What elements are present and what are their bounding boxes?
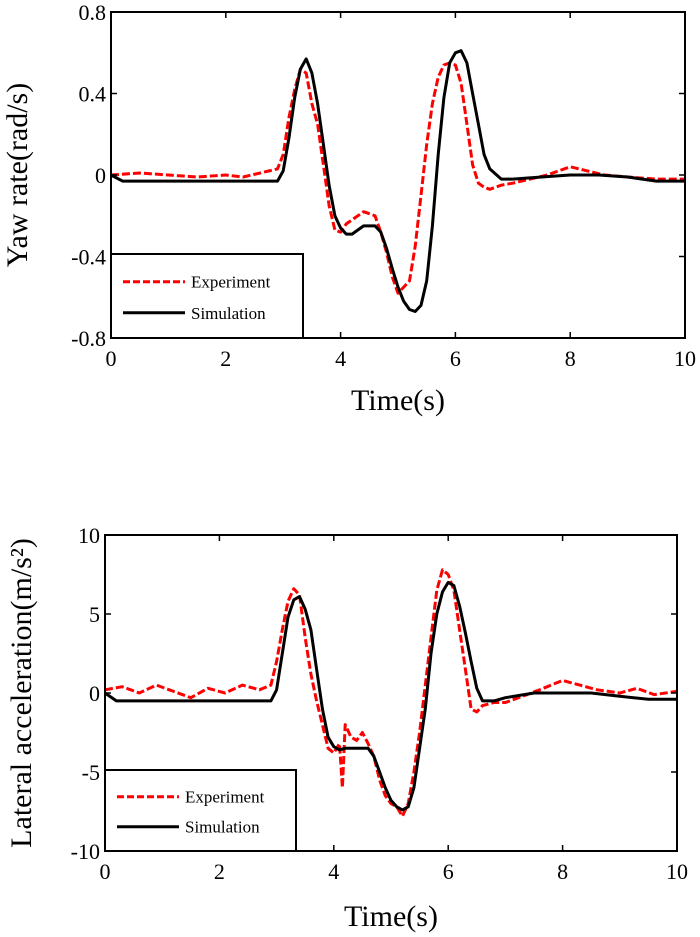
x-tick-label: 10 xyxy=(674,346,696,371)
yaw-rate-series-layer xyxy=(110,49,685,313)
legend-experiment-label: Experiment xyxy=(191,273,271,292)
x-tick-label: 6 xyxy=(443,859,454,884)
yaw-rate-series-experiment xyxy=(110,61,685,295)
lateral-acceleration-legend: Experiment Simulation xyxy=(104,769,297,852)
yaw-rate-series-simulation xyxy=(110,49,685,313)
y-tick-label: 0.8 xyxy=(79,0,107,25)
x-tick-label: 10 xyxy=(666,859,688,884)
x-tick-label: 4 xyxy=(328,859,339,884)
lateral-acceleration-series-simulation xyxy=(104,580,677,812)
lateral-acceleration-series-layer xyxy=(104,568,678,818)
legend-simulation-label: Simulation xyxy=(191,304,266,323)
y-tick-label: -0.8 xyxy=(71,326,106,351)
y-tick-label: 0 xyxy=(89,681,100,706)
yaw-rate-x-axis-title: Time(s) xyxy=(351,384,445,417)
y-tick-label: 5 xyxy=(89,602,100,627)
y-tick-label: 10 xyxy=(78,523,100,548)
legend-simulation-label: Simulation xyxy=(185,818,260,837)
yaw-rate-ticks: 0 2 4 6 8 10 0.8 0.4 0 -0.4 -0.8 xyxy=(71,0,696,371)
yaw-rate-plot: 0 2 4 6 8 10 0.8 0.4 0 -0.4 -0.8 Experiment Simula… xyxy=(1,0,696,417)
x-tick-label: 2 xyxy=(214,859,225,884)
legend-experiment-label: Experiment xyxy=(185,788,265,807)
y-tick-label: -0.4 xyxy=(71,245,106,270)
y-tick-label: 0 xyxy=(95,163,106,188)
legend-box xyxy=(104,769,297,852)
lateral-acceleration-y-axis-title: Lateral acceleration(m/s²) xyxy=(5,538,38,848)
x-tick-label: 4 xyxy=(335,346,346,371)
y-tick-label: -10 xyxy=(71,839,100,864)
x-tick-label: 6 xyxy=(450,346,461,371)
x-tick-label: 0 xyxy=(100,859,111,884)
x-tick-label: 2 xyxy=(220,346,231,371)
lateral-acceleration-ticks: 0 2 4 6 8 10 10 5 0 -5 -10 xyxy=(71,523,688,884)
x-tick-label: 0 xyxy=(106,346,117,371)
lateral-acceleration-plot: 0 2 4 6 8 10 10 5 0 -5 -10 Experiment Simulation T… xyxy=(5,523,688,933)
x-tick-label: 8 xyxy=(565,346,576,371)
lateral-acceleration-series-experiment xyxy=(104,568,678,818)
yaw-rate-legend: Experiment Simulation xyxy=(110,253,304,339)
legend-box xyxy=(110,253,304,339)
y-tick-label: -5 xyxy=(82,760,100,785)
lateral-acceleration-x-axis-title: Time(s) xyxy=(344,900,438,933)
y-tick-label: 0.4 xyxy=(79,82,107,107)
x-tick-label: 8 xyxy=(557,859,568,884)
yaw-rate-y-axis-title: Yaw rate(rad/s) xyxy=(1,83,34,267)
